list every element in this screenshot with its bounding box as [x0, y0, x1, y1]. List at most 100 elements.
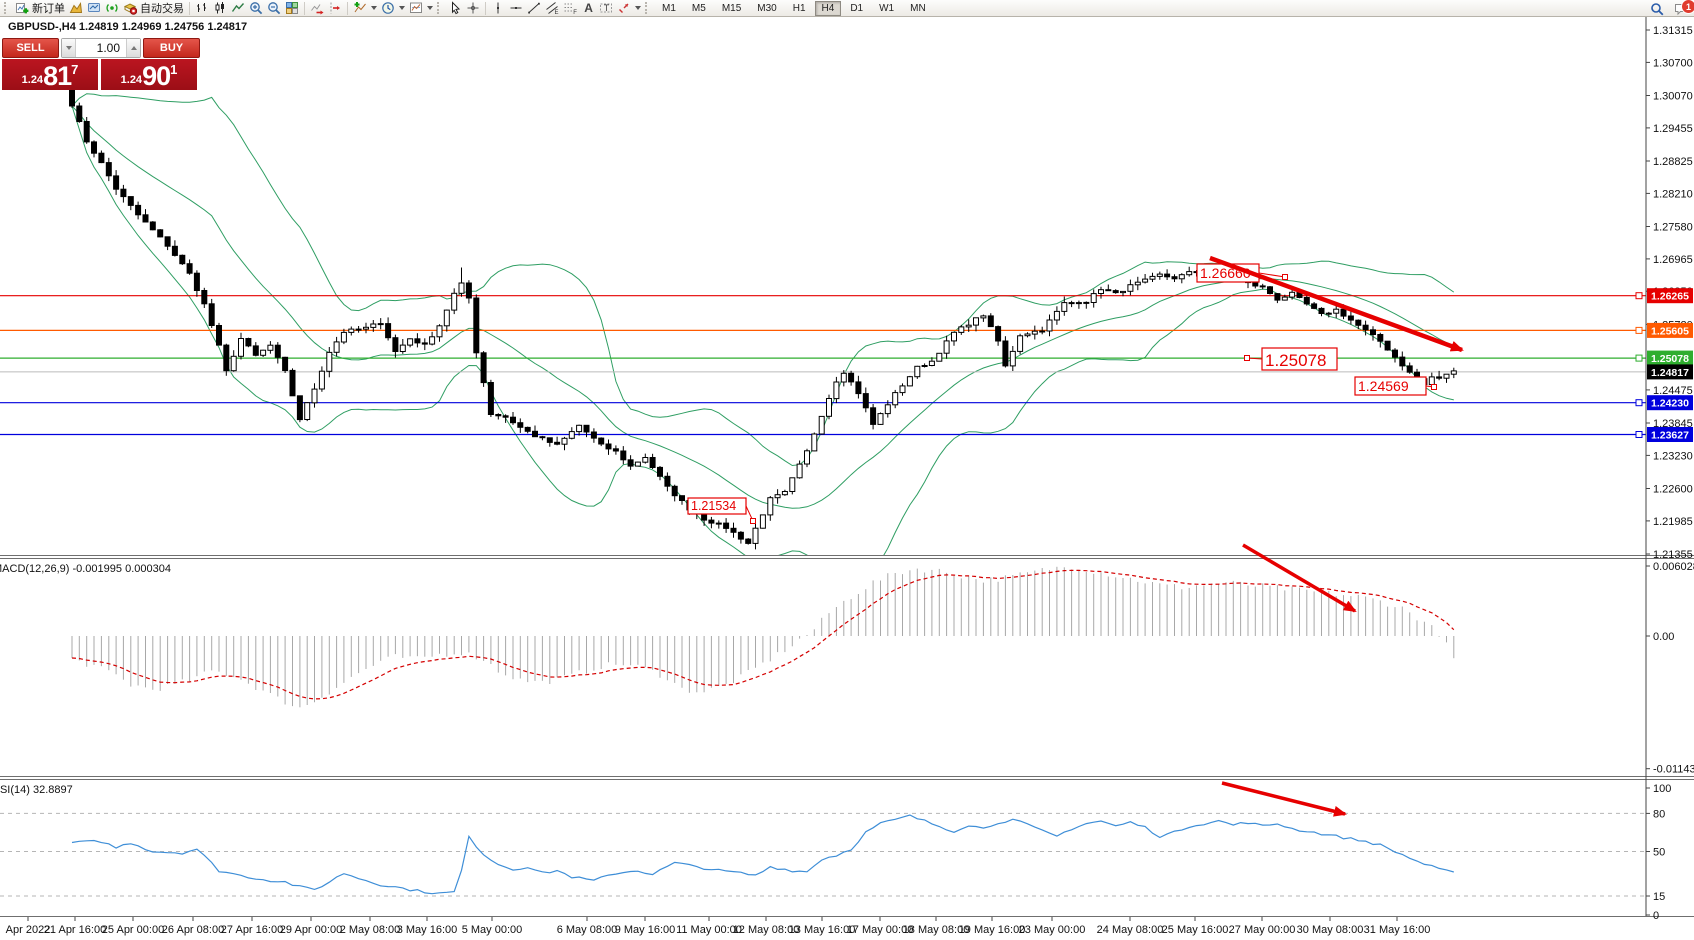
sell-price[interactable]: 1.24 81 7	[2, 59, 98, 90]
periods-button-dropdown[interactable]	[399, 6, 405, 10]
market-watch-button[interactable]	[85, 0, 103, 16]
candles	[69, 89, 1457, 550]
chart-annotations[interactable]: 1.26660 1.25078 1.24569 1.21534	[687, 255, 1464, 817]
timeframe-m1-button[interactable]: M1	[655, 1, 683, 16]
svg-text:1.27580: 1.27580	[1653, 222, 1693, 234]
indicators-button-dropdown[interactable]	[371, 6, 377, 10]
label-button[interactable]: T	[597, 0, 615, 16]
profile-button[interactable]	[67, 0, 85, 16]
indicators-icon	[354, 2, 366, 13]
timeframe-m5-button[interactable]: M5	[685, 1, 713, 16]
svg-text:25 Apr 00:00: 25 Apr 00:00	[102, 924, 164, 936]
timeframe-m15-button[interactable]: M15	[715, 1, 748, 16]
svg-text:5 May 00:00: 5 May 00:00	[462, 924, 523, 936]
chart-shift-button[interactable]	[326, 0, 344, 16]
svg-text:50: 50	[1653, 847, 1665, 859]
autotrading-button[interactable]: 自动交易	[121, 0, 186, 16]
zoom-in-button[interactable]	[247, 0, 265, 16]
crosshair-button[interactable]	[464, 0, 482, 16]
horizontal-level-lines[interactable]	[0, 292, 1646, 438]
timeframe-w1-button[interactable]: W1	[872, 1, 901, 16]
timeframe-h4-button[interactable]: H4	[814, 0, 842, 16]
svg-text:18 May 08:00: 18 May 08:00	[903, 924, 970, 936]
buy-price-pip: 1	[170, 62, 178, 77]
zoom-out-icon	[268, 2, 281, 15]
label-icon: T	[600, 3, 612, 13]
svg-text:1.23230: 1.23230	[1653, 450, 1693, 462]
bar-chart-button[interactable]	[193, 0, 211, 16]
auto-scroll-button[interactable]	[308, 0, 326, 16]
zoom-out-button[interactable]	[265, 0, 283, 16]
price-annotation-1.21534[interactable]: 1.21534	[687, 497, 747, 515]
toolbar-separator	[304, 1, 305, 15]
fibonacci-icon: F	[564, 3, 577, 15]
chart-symbol-title: GBPUSD-,H4 1.24819 1.24969 1.24756 1.248…	[8, 21, 248, 33]
buy-button[interactable]: BUY	[143, 38, 200, 58]
panel-separators[interactable]	[0, 555, 1694, 917]
svg-text:31 May 16:00: 31 May 16:00	[1364, 924, 1431, 936]
svg-text:0.006028: 0.006028	[1653, 561, 1694, 573]
cursor-button[interactable]	[446, 0, 464, 16]
trend-arrow-3[interactable]	[1221, 781, 1347, 817]
toolbar-separator	[485, 1, 486, 15]
arrows-button-dropdown[interactable]	[635, 6, 641, 10]
toolbar: 新订单 自动交易 E F A T M1 M5 M15 M30 H1 H4 D1 W1 MN 1	[0, 0, 1694, 17]
fibonacci-button[interactable]: F	[561, 0, 579, 16]
svg-text:80: 80	[1653, 808, 1665, 820]
notifications-button[interactable]: 1	[1672, 0, 1694, 17]
vertical-line-button[interactable]	[489, 0, 507, 16]
templates-button[interactable]	[407, 0, 435, 16]
one-click-trading-panel: SELL 1.00 BUY 1.24 81 7 1.24 90 1	[2, 38, 200, 90]
rsi-axis: 100 80 50 15 0	[1646, 783, 1671, 922]
trade-panel-controls: SELL 1.00 BUY	[2, 38, 200, 58]
svg-text:25 May 16:00: 25 May 16:00	[1162, 924, 1229, 936]
rsi-level-lines	[0, 812, 1646, 897]
new-order-button[interactable]: 新订单	[13, 0, 67, 16]
volume-stepper[interactable]: 1.00	[61, 38, 141, 58]
svg-text:1.30700: 1.30700	[1653, 57, 1693, 69]
svg-text:12 May 08:00: 12 May 08:00	[733, 924, 800, 936]
search-button[interactable]	[1648, 1, 1666, 17]
crosshair-icon	[467, 2, 479, 14]
text-icon: A	[584, 1, 593, 15]
trend-arrow-2[interactable]	[1242, 543, 1357, 613]
svg-text:29 Apr 00:00: 29 Apr 00:00	[280, 924, 342, 936]
candle-chart-icon	[215, 2, 224, 14]
timeframe-h1-button[interactable]: H1	[786, 1, 813, 16]
trend-arrow-1[interactable]	[1209, 255, 1464, 353]
svg-text:1.24817: 1.24817	[1651, 367, 1689, 379]
svg-text:13 May 16:00: 13 May 16:00	[789, 924, 856, 936]
svg-text:11 May 00:00: 11 May 00:00	[676, 924, 742, 936]
svg-text:1.29455: 1.29455	[1653, 123, 1693, 135]
horizontal-line-button[interactable]	[507, 0, 525, 16]
line-chart-button[interactable]	[229, 0, 247, 16]
svg-text:1.25078: 1.25078	[1265, 351, 1326, 370]
candlestick-chart-button[interactable]	[211, 0, 229, 16]
signals-button[interactable]	[103, 0, 121, 16]
tile-windows-button[interactable]	[283, 0, 301, 16]
timeframe-mn-button[interactable]: MN	[903, 1, 933, 16]
periods-button[interactable]	[379, 0, 407, 16]
price-annotation-1.25078[interactable]: 1.25078	[1261, 347, 1338, 371]
sell-button[interactable]: SELL	[2, 38, 59, 58]
channel-button[interactable]: E	[543, 0, 561, 16]
trendline-button[interactable]	[525, 0, 543, 16]
price-axis-ticks: 1.31315 1.30700 1.30070 1.29455 1.28825 1.282…	[1646, 25, 1693, 561]
bar-chart-icon	[197, 3, 206, 12]
indicators-button[interactable]	[351, 0, 379, 16]
text-button[interactable]: A	[579, 0, 597, 16]
volume-decrease-button[interactable]	[62, 39, 76, 57]
buy-price[interactable]: 1.24 90 1	[101, 59, 197, 90]
timeframe-m30-button[interactable]: M30	[750, 1, 783, 16]
volume-value[interactable]: 1.00	[96, 41, 120, 55]
volume-increase-button[interactable]	[126, 39, 140, 57]
arrows-button[interactable]	[615, 0, 643, 16]
timeframe-d1-button[interactable]: D1	[843, 1, 870, 16]
macd-indicator-label: MACD(12,26,9) -0.001995 0.000304	[0, 563, 171, 575]
templates-button-dropdown[interactable]	[427, 6, 433, 10]
price-annotation-1.24569[interactable]: 1.24569	[1354, 376, 1427, 396]
svg-text:1.24475: 1.24475	[1653, 385, 1693, 397]
channel-icon: E	[546, 2, 559, 15]
